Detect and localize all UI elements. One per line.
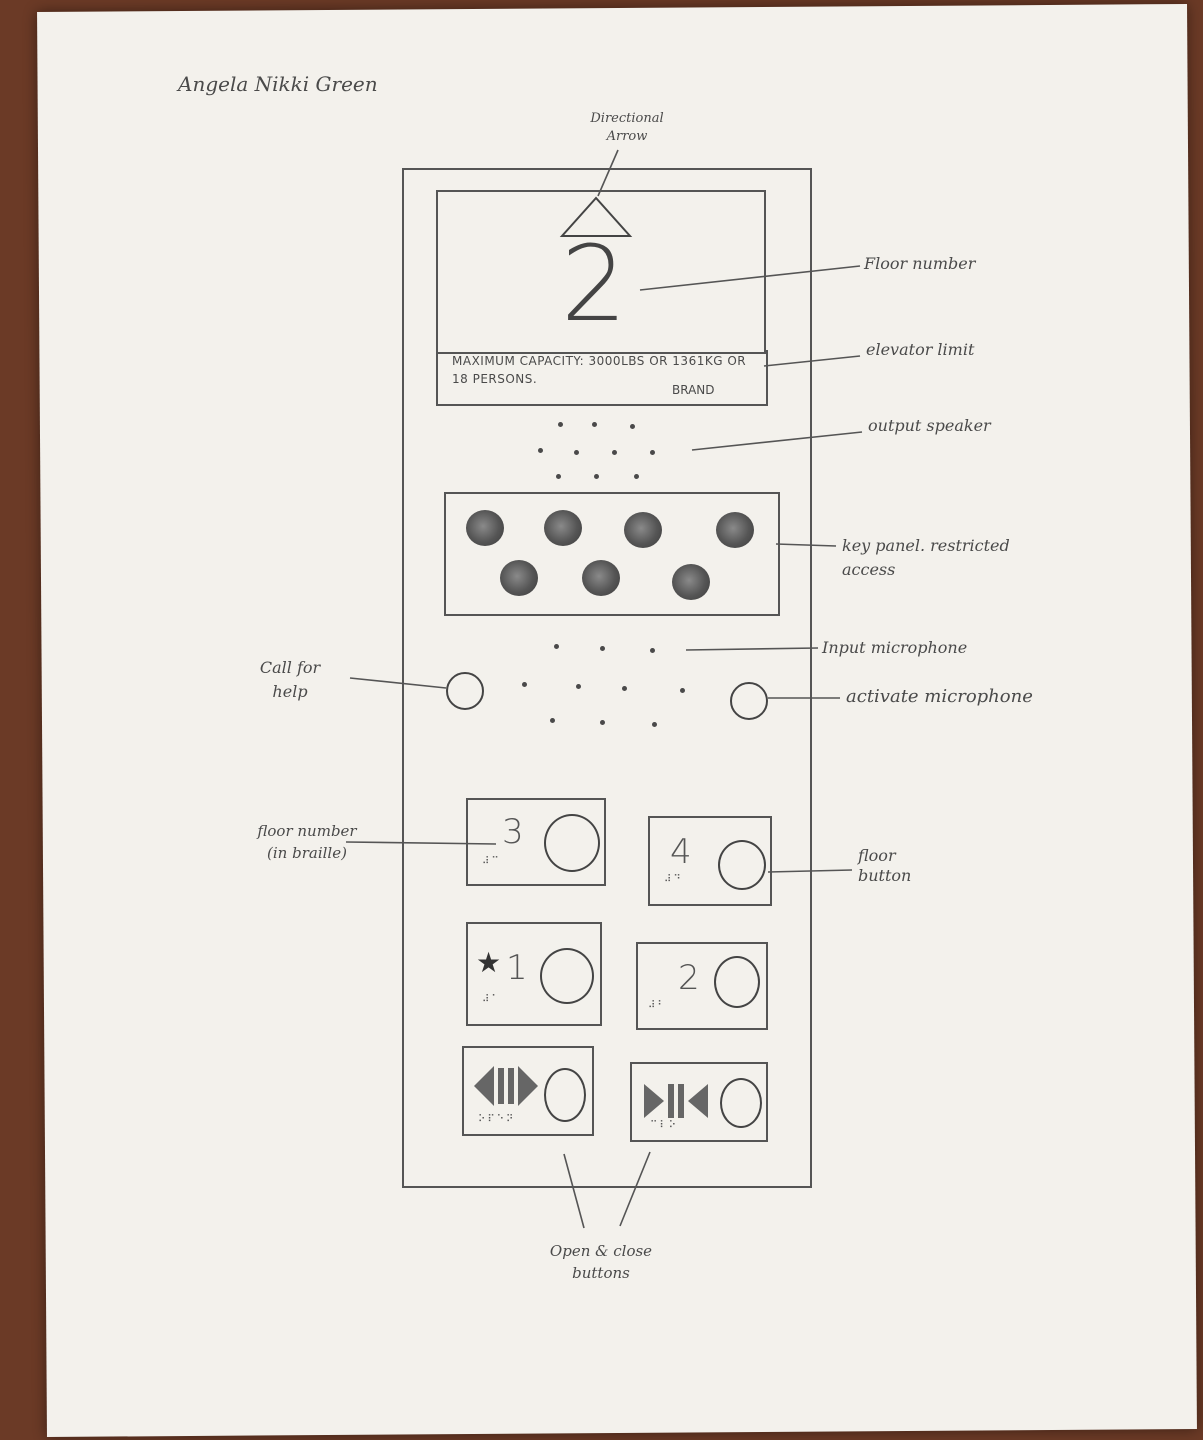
- braille-label: ⠕⠏⠑⠝: [478, 1114, 516, 1125]
- key-button[interactable]: [716, 512, 754, 548]
- floor-button-1[interactable]: ★ 1 ⠼⠁: [466, 922, 602, 1026]
- braille-label: ⠼⠃: [648, 1000, 667, 1011]
- key-button[interactable]: [582, 560, 620, 596]
- microphone-hole: [554, 644, 559, 649]
- microphone-hole: [522, 682, 527, 687]
- key-button[interactable]: [672, 564, 710, 600]
- annotation-elevator-limit: elevator limit: [866, 340, 975, 359]
- microphone-hole: [550, 718, 555, 723]
- key-button[interactable]: [500, 560, 538, 596]
- floor-button-circle[interactable]: [540, 948, 594, 1004]
- speaker-hole: [556, 474, 561, 479]
- door-open-button[interactable]: ⠕⠏⠑⠝: [462, 1046, 594, 1136]
- microphone-hole: [600, 646, 605, 651]
- floor-number-readout: 2: [560, 223, 628, 345]
- key-panel: [444, 492, 780, 616]
- key-button[interactable]: [466, 510, 504, 546]
- annotation-directional-arrow: Directional Arrow: [590, 111, 664, 144]
- door-close-circle[interactable]: [720, 1078, 762, 1128]
- directional-arrow-icon: [559, 196, 633, 237]
- floor-button-label: 3: [502, 812, 524, 852]
- door-open-icon: [474, 1066, 538, 1106]
- annotation-output-speaker: output speaker: [868, 416, 991, 435]
- floor-button-label: 1: [506, 948, 528, 988]
- star-icon: ★: [476, 946, 502, 979]
- floor-button-circle[interactable]: [718, 840, 766, 890]
- microphone-hole: [576, 684, 581, 689]
- annotation-call-for-help: Call for help: [259, 658, 321, 701]
- microphone-hole: [650, 648, 655, 653]
- annotation-floor-button: floor button: [858, 846, 912, 885]
- annotation-open-close-buttons: Open & close buttons: [549, 1242, 653, 1282]
- braille-label: ⠼⠙: [664, 874, 683, 885]
- microphone-hole: [600, 720, 605, 725]
- door-close-icon: [644, 1084, 708, 1118]
- speaker-hole: [650, 450, 655, 455]
- annotation-activate-microphone: activate microphone: [846, 686, 1033, 707]
- speaker-hole: [538, 448, 543, 453]
- activate-microphone-button[interactable]: [730, 682, 768, 720]
- floor-button-2[interactable]: 2 ⠼⠃: [636, 942, 768, 1030]
- floor-button-circle[interactable]: [714, 956, 760, 1008]
- floor-button-label: 4: [670, 832, 692, 872]
- capacity-label-box: [436, 350, 768, 406]
- floor-button-circle[interactable]: [544, 814, 600, 872]
- door-open-circle[interactable]: [544, 1068, 586, 1122]
- key-button[interactable]: [544, 510, 582, 546]
- speaker-hole: [574, 450, 579, 455]
- microphone-hole: [622, 686, 627, 691]
- capacity-text: Maximum capacity: 3000lbs or 1361kg or 1…: [452, 354, 747, 386]
- author-name: Angela Nikki Green: [178, 72, 378, 96]
- speaker-hole: [612, 450, 617, 455]
- floor-button-label: 2: [678, 958, 700, 998]
- annotation-floor-number: Floor number: [864, 254, 976, 273]
- speaker-hole: [592, 422, 597, 427]
- microphone-hole: [680, 688, 685, 693]
- door-close-button[interactable]: ⠉⠇⠕: [630, 1062, 768, 1142]
- braille-label: ⠼⠁: [482, 994, 501, 1005]
- brand-label: BRAND: [672, 383, 715, 397]
- floor-button-4[interactable]: 4 ⠼⠙: [648, 816, 772, 906]
- speaker-hole: [630, 424, 635, 429]
- braille-label: ⠉⠇⠕: [650, 1120, 678, 1131]
- annotation-key-panel: key panel. restricted access: [842, 536, 1010, 579]
- microphone-hole: [652, 722, 657, 727]
- key-button[interactable]: [624, 512, 662, 548]
- speaker-hole: [558, 422, 563, 427]
- annotation-floor-number-braille: floor number (in braille): [257, 822, 357, 862]
- speaker-hole: [594, 474, 599, 479]
- annotation-input-microphone: Input microphone: [822, 638, 968, 657]
- call-for-help-button[interactable]: [446, 672, 484, 710]
- display-contents: [438, 192, 762, 350]
- speaker-hole: [634, 474, 639, 479]
- braille-label: ⠼⠉: [482, 856, 501, 867]
- floor-button-3[interactable]: 3 ⠼⠉: [466, 798, 606, 886]
